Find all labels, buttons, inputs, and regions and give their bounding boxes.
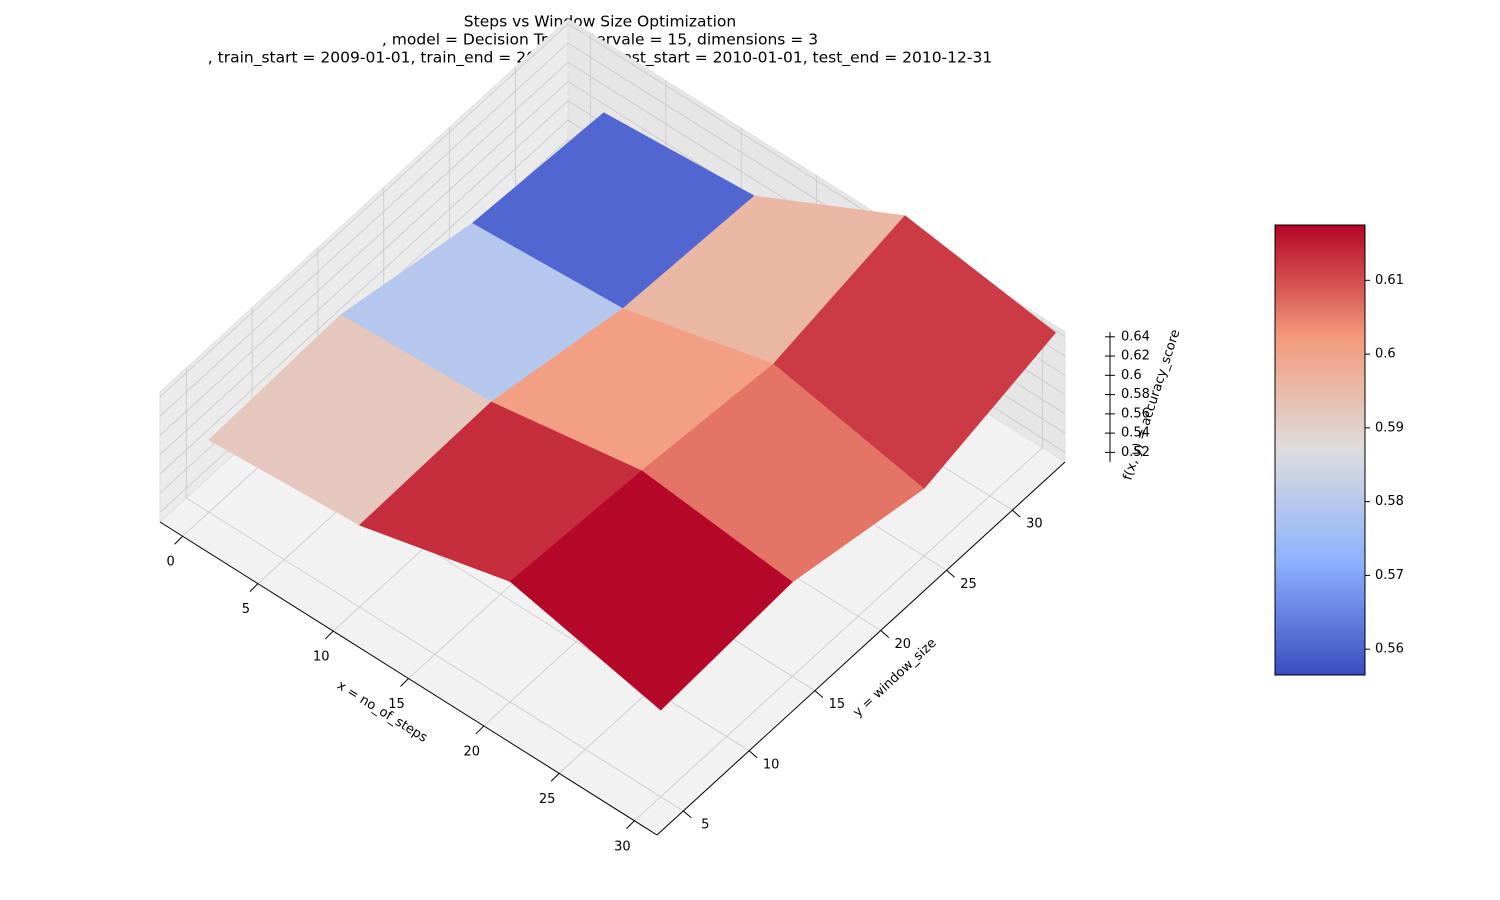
y-tick bbox=[946, 569, 955, 578]
y-tick bbox=[682, 810, 692, 819]
y-tick-label: 10 bbox=[763, 757, 780, 772]
colorbar-tick-label: 0.57 bbox=[1375, 568, 1404, 583]
x-tick bbox=[550, 772, 560, 782]
x-tick bbox=[174, 535, 183, 545]
z-tick-label: 0.56 bbox=[1121, 406, 1150, 421]
colorbar-tick-label: 0.58 bbox=[1375, 494, 1404, 509]
x-tick-label: 5 bbox=[242, 602, 250, 617]
colorbar-tick-label: 0.61 bbox=[1375, 273, 1404, 288]
z-tick-label: 0.6 bbox=[1121, 368, 1142, 383]
y-axis bbox=[656, 461, 1066, 836]
y-tick-label: 25 bbox=[960, 577, 977, 592]
x-tick-label: 30 bbox=[614, 839, 631, 854]
y-tick-label: 15 bbox=[829, 697, 846, 712]
x-tick bbox=[249, 583, 259, 593]
x-tick-label: 10 bbox=[313, 650, 330, 665]
z-tick-label: 0.64 bbox=[1121, 329, 1150, 344]
x-tick bbox=[475, 725, 485, 735]
x-tick-label: 20 bbox=[464, 744, 481, 759]
surface-patch bbox=[509, 470, 793, 711]
z-tick-label: 0.58 bbox=[1121, 387, 1150, 402]
x-tick bbox=[400, 678, 409, 687]
x-axis-label: x = no_of_steps bbox=[334, 678, 430, 746]
x-axis bbox=[159, 521, 658, 836]
x-tick bbox=[324, 630, 334, 640]
colorbar-tick-label: 0.6 bbox=[1375, 347, 1396, 362]
x-tick-label: 25 bbox=[539, 792, 556, 807]
y-tick bbox=[880, 630, 890, 638]
colorbar bbox=[1274, 224, 1366, 676]
x-tick bbox=[626, 820, 635, 830]
z-tick-label: 0.52 bbox=[1121, 445, 1150, 460]
y-tick bbox=[814, 690, 824, 698]
y-tick-label: 20 bbox=[894, 637, 911, 652]
x-tick-label: 15 bbox=[388, 697, 405, 712]
y-tick-label: 30 bbox=[1026, 517, 1043, 532]
chart-title: Steps vs Window Size Optimization bbox=[464, 13, 736, 31]
colorbar-tick-label: 0.59 bbox=[1375, 420, 1404, 435]
y-tick-label: 5 bbox=[701, 817, 709, 832]
y-tick bbox=[748, 750, 758, 759]
x-tick-label: 0 bbox=[166, 555, 174, 570]
z-tick-label: 0.62 bbox=[1121, 349, 1150, 364]
y-tick bbox=[1012, 509, 1021, 518]
z-tick-label: 0.54 bbox=[1121, 426, 1150, 441]
colorbar-tick-label: 0.56 bbox=[1375, 642, 1404, 657]
plot-area: 0 5 10 15 20 25 30 5 10 15 20 25 30 0.52 0.54 0.56 0.58 0… bbox=[159, 17, 1150, 854]
